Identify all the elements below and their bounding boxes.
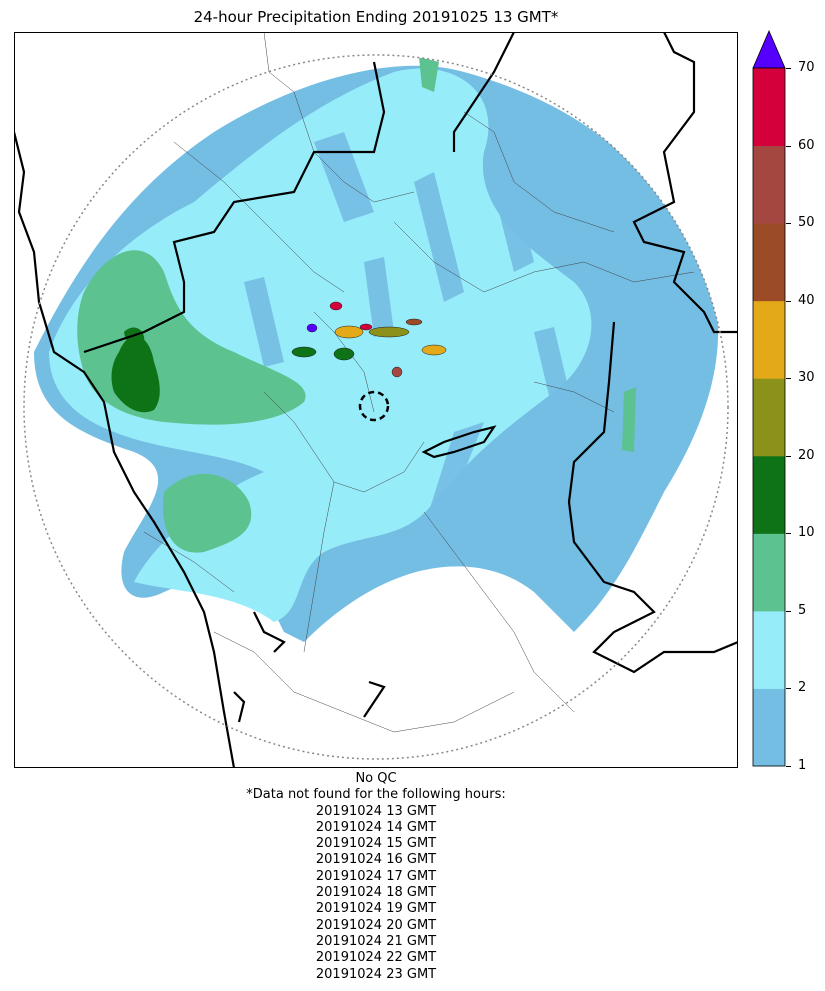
- colorbar-tick-mark: [786, 223, 791, 225]
- colorbar-tick-label: 50: [798, 215, 815, 231]
- colorbar-tick-mark: [786, 455, 791, 457]
- precip-band-10-20: [111, 335, 160, 413]
- missing-hour: 20191024 19 GMT: [315, 901, 437, 917]
- colorbar-tick-label: 5: [798, 602, 807, 618]
- colorbar-tick-mark: [786, 766, 791, 767]
- colorbar-tick-label: 2: [798, 680, 807, 696]
- colorbar-tick-mark: [786, 610, 791, 612]
- radar-range-ring: [23, 54, 729, 760]
- missing-data-header: *Data not found for the following hours:: [246, 787, 506, 803]
- colorbar-tick-label: 1: [798, 758, 807, 773]
- colorbar-segment: [753, 68, 785, 147]
- missing-hour: 20191024 16 GMT: [315, 852, 437, 868]
- colorbar-segment: [753, 688, 785, 767]
- colorbar-tick-mark: [786, 68, 791, 69]
- missing-hour: 20191024 22 GMT: [315, 950, 437, 966]
- colorbar-segment: [753, 610, 785, 689]
- colorbar-tick-mark: [786, 688, 791, 690]
- missing-hour: 20191024 14 GMT: [315, 819, 437, 835]
- colorbar-svg: [752, 29, 786, 767]
- missing-hour: 20191024 17 GMT: [315, 868, 437, 884]
- colorbar-tick-label: 30: [798, 370, 815, 386]
- colorbar-segment: [753, 455, 785, 534]
- missing-hour: 20191024 23 GMT: [315, 966, 437, 982]
- missing-hour: 20191024 20 GMT: [315, 917, 437, 933]
- precipitation-map-svg: [14, 32, 738, 768]
- country-boundaries: [14, 32, 738, 768]
- colorbar-tick-label: 60: [798, 137, 815, 153]
- map-title: 24-hour Precipitation Ending 20191025 13…: [193, 8, 559, 26]
- colorbar-segment: [753, 223, 785, 302]
- colorbar-segment: [753, 378, 785, 457]
- colorbar-segment: [753, 300, 785, 379]
- notes: No QC *Data not found for the following …: [14, 771, 738, 983]
- qc-note: No QC: [355, 771, 397, 786]
- colorbar-tick-mark: [786, 378, 791, 380]
- missing-hour: 20191024 13 GMT: [315, 803, 437, 819]
- intense-cells: [291, 301, 447, 378]
- missing-hour: 20191024 18 GMT: [315, 885, 437, 901]
- colorbar: [752, 29, 786, 768]
- precip-band-2-5: [49, 68, 592, 622]
- colorbar-tick-mark: [786, 300, 791, 302]
- colorbar-segment: [753, 533, 785, 612]
- radar-site-marker: [358, 390, 390, 422]
- colorbar-extend-triangle: [752, 29, 786, 69]
- colorbar-tick-label: 10: [798, 525, 815, 541]
- precipitation-field: [34, 57, 719, 643]
- colorbar-tick-mark: [786, 145, 791, 147]
- colorbar-tick-label: 40: [798, 292, 815, 308]
- colorbar-tick-mark: [786, 533, 791, 535]
- colorbar-frame: [752, 67, 786, 767]
- colorbar-tick-label: 20: [798, 447, 815, 463]
- missing-hour: 20191024 15 GMT: [315, 836, 437, 852]
- colorbar-segment: [753, 145, 785, 224]
- missing-hour: 20191024 21 GMT: [315, 933, 437, 949]
- colorbar-tick-label: 70: [798, 60, 815, 75]
- radar-map[interactable]: [14, 32, 738, 768]
